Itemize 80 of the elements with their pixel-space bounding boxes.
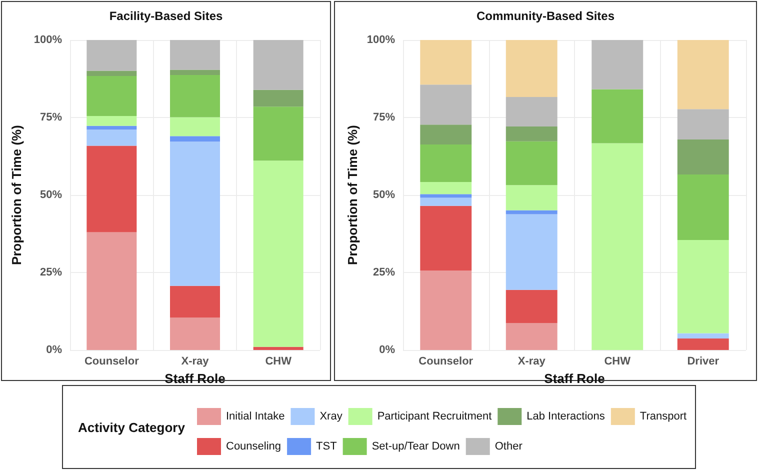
bar: [253, 346, 304, 350]
bar: [506, 290, 558, 324]
bar: [677, 40, 729, 110]
chart-title: Community-Based Sites: [476, 9, 615, 23]
x-tick-label: CHW: [265, 356, 292, 368]
bar: [170, 40, 220, 70]
bar: [592, 89, 644, 144]
x-tick-label: Counselor: [84, 356, 140, 368]
y-tick-label: 0%: [379, 344, 396, 356]
bar: [170, 317, 220, 350]
bar: [170, 75, 220, 118]
bar: [506, 210, 558, 214]
bar: [170, 70, 220, 76]
bar: [420, 182, 472, 194]
bar: [677, 174, 729, 240]
y-tick-label: 50%: [40, 189, 62, 201]
bar: [170, 286, 220, 318]
y-tick-label: 100%: [366, 34, 396, 46]
bar: [677, 140, 729, 175]
x-tick-label: Driver: [687, 356, 720, 368]
bar: [170, 136, 220, 142]
legend-label: Xray: [320, 410, 343, 422]
y-tick-label: 25%: [40, 266, 62, 278]
bar: [86, 40, 137, 71]
bar: [506, 40, 558, 98]
bar: [253, 106, 304, 161]
bar: [506, 323, 558, 350]
x-tick-label: X-ray: [518, 356, 546, 368]
bar: [420, 40, 472, 85]
legend-label: Set-up/Tear Down: [372, 440, 460, 452]
bar: [420, 206, 472, 271]
legend-label: Participant Recruitment: [377, 410, 492, 422]
bar: [420, 144, 472, 182]
y-axis-title: Proportion of Time (%): [345, 125, 360, 265]
y-tick-label: 100%: [34, 34, 62, 46]
bar: [86, 130, 137, 146]
bar: [506, 185, 558, 210]
x-tick-label: Counselor: [418, 356, 474, 368]
legend-label: Counseling: [226, 440, 282, 452]
legend-label: TST: [316, 440, 338, 452]
bar: [677, 109, 729, 140]
bar: [253, 40, 304, 90]
y-tick-label: 0%: [46, 344, 62, 356]
y-tick-label: 75%: [40, 112, 62, 124]
bar: [253, 90, 304, 107]
legend-label: Other: [494, 440, 523, 452]
legend-label: Lab Interactions: [526, 410, 606, 422]
bar: [420, 194, 472, 198]
bar: [506, 126, 558, 142]
bar: [677, 338, 729, 350]
bar: [170, 117, 220, 136]
chart-title: Facility-Based Sites: [109, 9, 224, 23]
bar: [420, 84, 472, 125]
bar: [592, 40, 644, 90]
bar: [677, 240, 729, 334]
bar: [420, 270, 472, 350]
bar: [86, 232, 137, 350]
bar: [420, 124, 472, 144]
y-tick-label: 25%: [372, 266, 396, 278]
bar: [677, 333, 729, 339]
y-tick-label: 75%: [372, 112, 396, 124]
bar: [420, 198, 472, 206]
bar: [253, 160, 304, 347]
bar: [506, 214, 558, 290]
y-axis-title: Proportion of Time (%): [8, 125, 24, 265]
bar: [506, 97, 558, 126]
y-tick-label: 50%: [372, 189, 396, 201]
legend-label: Initial Intake: [226, 410, 285, 422]
bar: [86, 70, 137, 76]
x-tick-label: X-ray: [181, 356, 210, 368]
bar: [86, 126, 137, 130]
bar: [506, 141, 558, 186]
bar: [592, 143, 644, 350]
bar: [86, 116, 137, 126]
legend-title: Activity Category: [78, 420, 186, 435]
legend-label: Transport: [640, 410, 687, 422]
bar: [86, 76, 137, 116]
x-tick-label: CHW: [604, 356, 632, 368]
bar: [86, 146, 137, 232]
bar: [170, 142, 220, 286]
